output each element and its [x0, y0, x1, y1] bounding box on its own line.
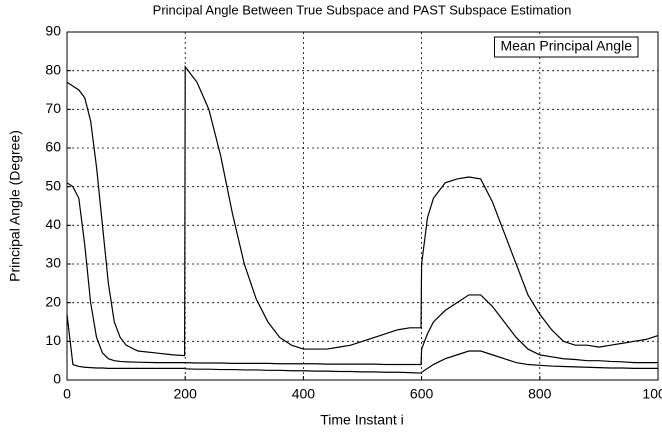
x-tick-label: 200: [174, 386, 198, 402]
x-tick-label: 400: [292, 386, 316, 402]
y-tick-label: 80: [45, 61, 61, 77]
y-tick-label: 60: [45, 139, 61, 155]
data-line: [66, 182, 658, 366]
y-axis-label: Principal Angle (Degree): [7, 130, 23, 282]
y-tick-label: 90: [45, 23, 61, 39]
data-line: [66, 314, 658, 374]
x-tick-label: 800: [528, 386, 552, 402]
x-tick-label: 600: [410, 386, 434, 402]
legend-label: Mean Principal Angle: [500, 38, 632, 54]
chart-title: Principal Angle Between True Subspace an…: [153, 2, 572, 17]
y-tick-label: 50: [45, 177, 61, 193]
data-line: [66, 65, 659, 357]
y-tick-label: 70: [45, 100, 61, 116]
x-tick-label: 0: [63, 386, 71, 402]
y-tick-label: 10: [45, 332, 61, 348]
x-axis-label: Time Instant i: [320, 412, 404, 428]
y-tick-label: 40: [45, 216, 61, 232]
y-tick-label: 30: [45, 255, 61, 271]
plot-frame: [66, 31, 659, 381]
x-tick-label: 1000: [642, 386, 662, 402]
legend-box: [493, 36, 639, 58]
y-tick-label: 20: [45, 293, 61, 309]
y-tick-label: 0: [53, 371, 61, 387]
